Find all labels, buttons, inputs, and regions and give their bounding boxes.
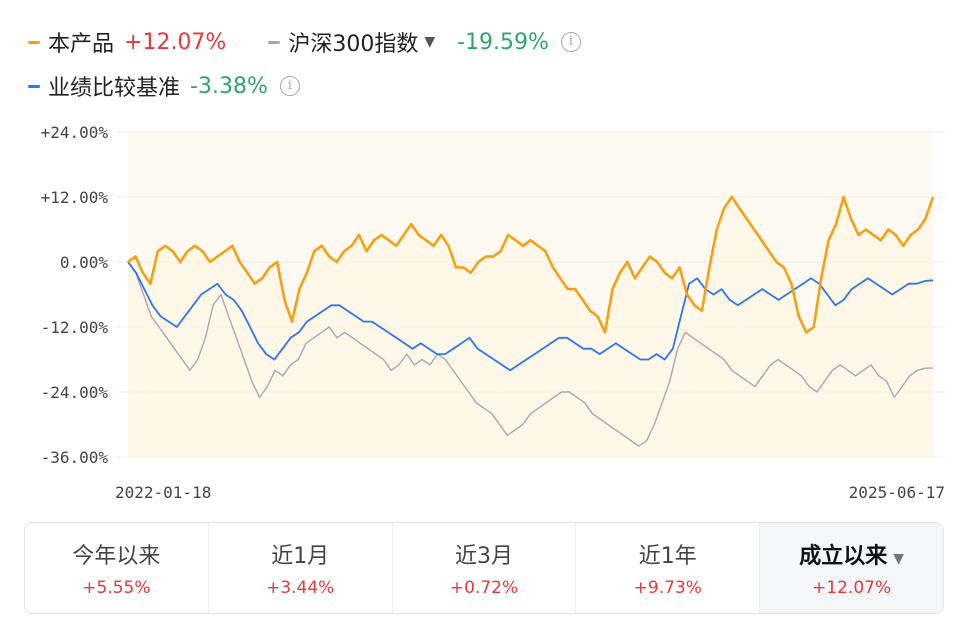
legend-benchmark-value: -3.38% [190, 73, 268, 99]
period-label: 近1年 [638, 544, 697, 569]
period-1y[interactable]: 近1年 +9.73% [576, 523, 761, 613]
y-tick-label: +12.00% [41, 188, 109, 207]
legend-benchmark-swatch [28, 84, 40, 88]
y-tick-label: 0.00% [60, 253, 109, 272]
legend-benchmark[interactable]: 业绩比较基准 -3.38% i [28, 70, 300, 102]
performance-chart[interactable]: +24.00% +12.00% 0.00% -12.00% -24.00% -36.00%… [0, 110, 960, 510]
legend-product-name: 本产品 [48, 32, 115, 57]
period-label-text: 成立以来 [799, 544, 888, 569]
legend-row-2: 业绩比较基准 -3.38% i [28, 70, 342, 102]
product-area-fill [128, 197, 933, 457]
period-ytd[interactable]: 今年以来 +5.55% [25, 523, 209, 613]
period-label: 今年以来 [72, 544, 161, 569]
period-1m[interactable]: 近1月 +3.44% [209, 523, 393, 613]
chevron-down-icon[interactable]: ▼ [893, 551, 904, 567]
y-tick-label: -36.00% [41, 448, 109, 467]
period-value: +3.44% [266, 578, 335, 598]
y-axis-ticks: +24.00% +12.00% 0.00% -12.00% -24.00% -36.00% [41, 123, 109, 467]
legend-index-value: -19.59% [457, 29, 549, 55]
series-line-index [127, 261, 934, 447]
legend-product-value: +12.07% [124, 29, 227, 55]
legend-product-swatch [28, 40, 40, 44]
legend-benchmark-name: 业绩比较基准 [48, 76, 181, 101]
y-tick-label: -24.00% [41, 383, 109, 402]
period-value: +12.07% [812, 578, 892, 598]
x-axis-end-label: 2025-06-17 [849, 483, 945, 502]
legend-index[interactable]: 沪深300指数 ▼ -19.59% i [268, 26, 581, 58]
info-icon[interactable]: i [279, 76, 300, 96]
period-value: +9.73% [633, 578, 702, 598]
chart-series [127, 195, 935, 447]
info-icon[interactable]: i [560, 32, 581, 52]
period-label: 近1月 [271, 544, 330, 569]
period-value: +5.55% [82, 578, 151, 598]
period-label: 成立以来 ▼ [799, 538, 904, 570]
period-selector: 今年以来 +5.55% 近1月 +3.44% 近3月 +0.72% 近1年 +9… [24, 522, 944, 614]
y-tick-label: -12.00% [41, 318, 109, 337]
legend-index-name: 沪深300指数 [288, 32, 419, 57]
legend-index-swatch [268, 40, 281, 44]
period-value: +0.72% [449, 578, 519, 598]
chevron-down-icon[interactable]: ▼ [424, 34, 436, 50]
x-axis-start-label: 2022-01-18 [115, 483, 211, 502]
series-line-benchmark [127, 261, 934, 372]
period-3m[interactable]: 近3月 +0.72% [393, 523, 577, 613]
series-line-product [127, 195, 935, 334]
period-since-inception[interactable]: 成立以来 ▼ +12.07% [760, 523, 943, 613]
legend-row-1: 本产品 +12.07% 沪深300指数 ▼ -19.59% i [28, 26, 581, 58]
legend-product[interactable]: 本产品 +12.07% [28, 26, 226, 58]
y-tick-label: +24.00% [41, 123, 109, 142]
period-label: 近3月 [454, 544, 513, 569]
